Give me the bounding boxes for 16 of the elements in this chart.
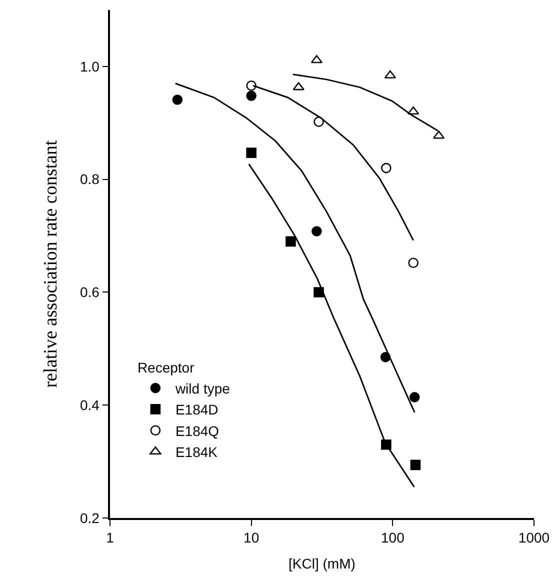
y-tick-label: 0.8 <box>80 171 100 188</box>
x-tick-label: 1000 <box>518 530 550 546</box>
y-axis-title: relative association rate constant <box>40 140 62 388</box>
legend-label: E184Q <box>175 422 220 439</box>
legend-label: E184D <box>175 402 218 418</box>
x-tick-label: 10 <box>244 530 260 546</box>
x-tick-label: 1 <box>106 530 114 546</box>
y-tick-label: 0.4 <box>80 397 100 414</box>
legend-label: wild type <box>174 380 230 396</box>
y-tick-label: 1.0 <box>80 58 100 74</box>
y-tick-label: 0.6 <box>80 284 100 300</box>
legend-label: E184K <box>175 444 218 460</box>
x-tick-label: 100 <box>380 530 405 546</box>
x-axis-title: [KCl] (mM) <box>288 555 356 572</box>
y-tick-label: 0.2 <box>80 510 100 526</box>
legend-title: Receptor <box>137 359 195 376</box>
